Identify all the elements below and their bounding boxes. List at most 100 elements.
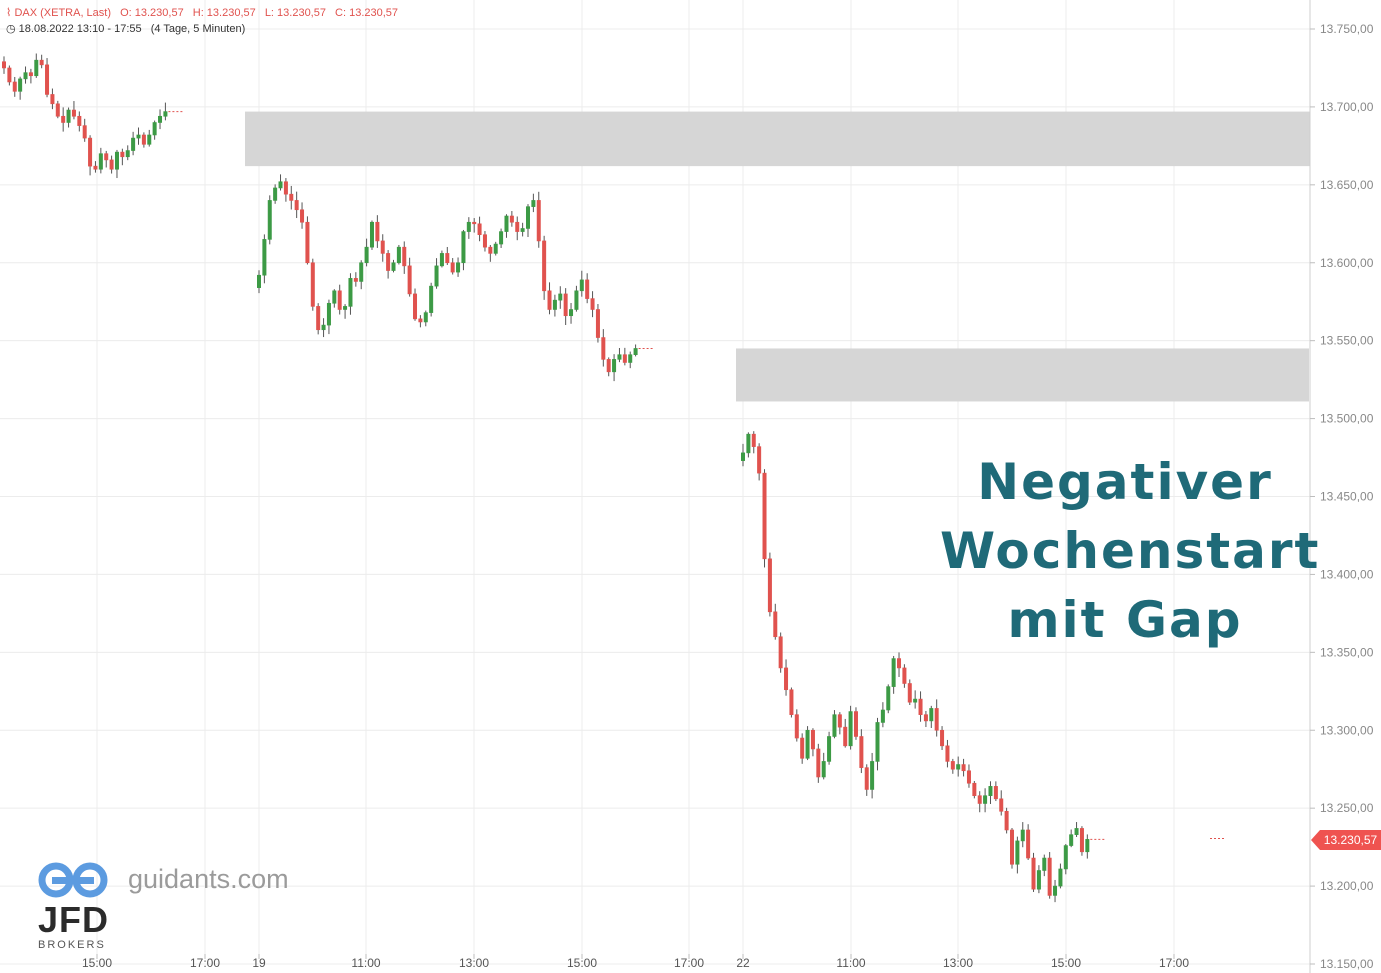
candle (864, 764, 869, 796)
candle (1004, 807, 1009, 834)
candle (310, 258, 315, 311)
candle (601, 329, 606, 367)
candle (488, 245, 493, 262)
broker-logo-sub: BROKERS (38, 939, 106, 951)
time-period: (4 Tage, 5 Minuten) (150, 23, 246, 35)
x-tick-label: 13:00 (459, 956, 489, 970)
annotation-line-3: mit Gap (1007, 591, 1243, 649)
candle (929, 705, 934, 728)
candle (332, 289, 337, 308)
candle (445, 246, 450, 265)
candle (558, 286, 563, 309)
candle (595, 304, 600, 343)
candle (552, 294, 557, 317)
candle (870, 752, 875, 799)
candle (321, 318, 326, 338)
candle (98, 147, 103, 174)
candle (131, 131, 136, 156)
candle (493, 241, 498, 256)
gap-zones (245, 111, 1310, 402)
candle (902, 664, 907, 688)
candle (1026, 824, 1031, 861)
clock-icon: ◷ (6, 23, 16, 35)
chart-header-range: ◷ 18.08.2022 13:10 - 17:55 (4 Tage, 5 Mi… (6, 22, 245, 35)
candle (773, 603, 778, 640)
candle (386, 250, 391, 279)
candle (316, 303, 321, 335)
candle (466, 217, 471, 239)
candle (273, 184, 278, 204)
candle (472, 218, 477, 233)
candle (369, 220, 374, 250)
candle (950, 758, 955, 774)
candle (147, 129, 152, 147)
candle (482, 231, 487, 252)
candle (1009, 828, 1014, 869)
candle (326, 299, 331, 335)
candle (407, 257, 412, 297)
candle (590, 291, 595, 318)
candle (1020, 822, 1025, 848)
candle (515, 216, 520, 241)
candle (853, 707, 858, 740)
candle (569, 302, 574, 324)
chart-grid (0, 0, 1310, 965)
candle (832, 710, 837, 739)
candle (305, 216, 310, 265)
candle (348, 273, 353, 315)
y-tick-label: 13.200,00 (1320, 879, 1374, 893)
candle (163, 102, 168, 121)
candle (897, 652, 902, 677)
chart-header-ohlc: ⌇ DAX (XETRA, Last) O: 13.230,57 H: 13.2… (6, 6, 398, 19)
candle (77, 111, 82, 132)
candle (633, 344, 638, 357)
candle (579, 270, 584, 297)
watermark-site: guidants.com (128, 864, 289, 894)
candle (439, 250, 444, 268)
candle (746, 432, 751, 458)
candle (1031, 852, 1036, 892)
candle (622, 347, 627, 366)
candle (359, 260, 364, 290)
candle (429, 282, 434, 317)
candle (816, 743, 821, 783)
candle (821, 752, 826, 780)
candle (934, 699, 939, 737)
candle (104, 150, 109, 168)
candle (1047, 852, 1052, 899)
candle (993, 781, 998, 802)
candle (612, 354, 617, 382)
candle (972, 780, 977, 799)
y-tick-label: 13.700,00 (1320, 100, 1374, 114)
gap-zone (736, 348, 1309, 402)
last-price-tag: 13.230,57 (1311, 830, 1381, 850)
candle (120, 148, 125, 166)
candle (1079, 826, 1084, 856)
candle (794, 709, 799, 742)
candle (789, 687, 794, 718)
candle (1074, 822, 1079, 837)
annotation-line-2: Wochenstart (940, 522, 1321, 580)
candle (7, 65, 12, 86)
candle (18, 76, 23, 100)
candle (337, 284, 342, 315)
candle (39, 54, 44, 69)
symbol-label: DAX (XETRA, Last) (14, 7, 112, 19)
candle (504, 214, 509, 238)
x-tick-label: 15:00 (1051, 956, 1081, 970)
candle (805, 726, 810, 761)
x-tick-label: 19 (252, 956, 266, 970)
candle (109, 155, 114, 174)
candle (945, 739, 950, 768)
candle (477, 216, 482, 242)
candle (423, 310, 428, 327)
candle (966, 764, 971, 788)
candle (999, 790, 1004, 816)
candle (1, 56, 7, 74)
annotation-line-1: Negativer (977, 453, 1273, 511)
candle (152, 120, 157, 140)
candle (88, 135, 93, 176)
candle (778, 632, 783, 673)
y-tick-label: 13.550,00 (1320, 334, 1374, 348)
